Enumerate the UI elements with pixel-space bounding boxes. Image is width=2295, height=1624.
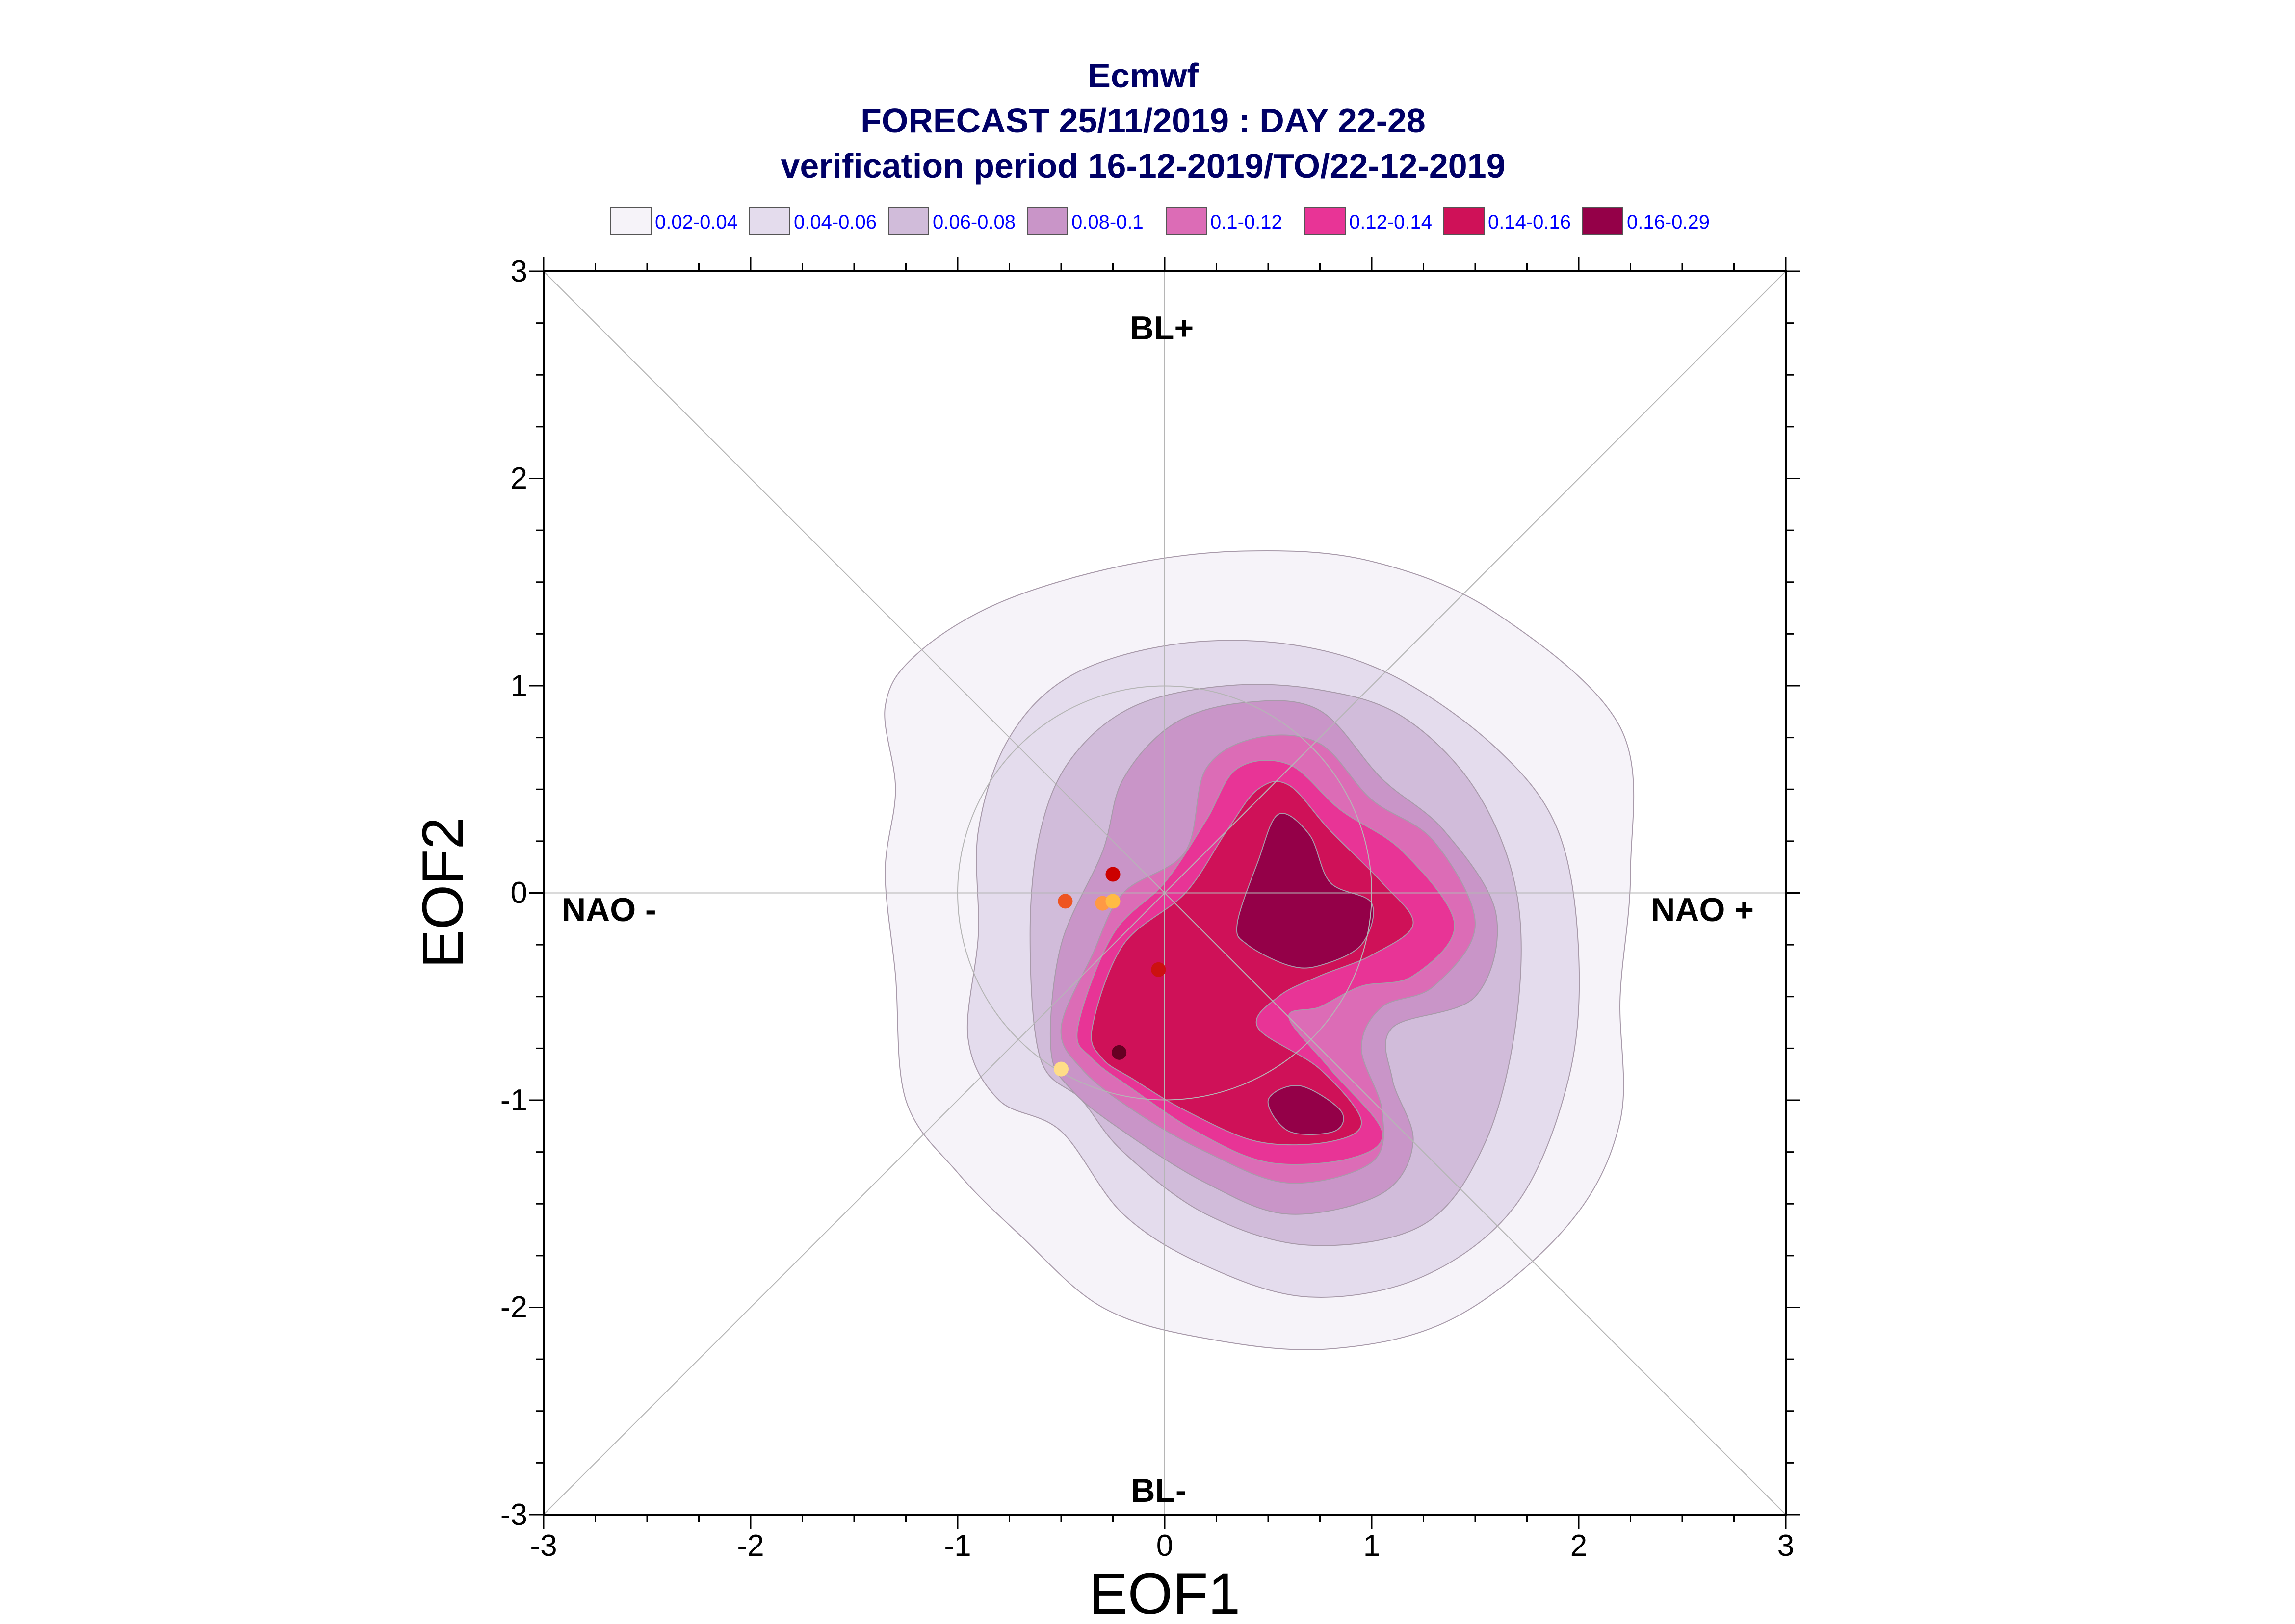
y-tick-label: 1 xyxy=(511,669,527,703)
data-point xyxy=(1105,867,1121,882)
data-point xyxy=(1105,894,1121,909)
data-point xyxy=(1054,1061,1069,1077)
x-tick-labels: -3 -2 -1 0 1 2 3 xyxy=(530,1529,1794,1563)
y-tick-labels: -3 -2 -1 0 1 2 3 xyxy=(500,255,527,1532)
legend-label: 0.16-0.29 xyxy=(1627,211,1710,233)
region-label-nao-minus: NAO - xyxy=(562,891,656,928)
contour-layer xyxy=(884,550,1635,1350)
legend: 0.02-0.04 0.04-0.06 0.06-0.08 0.08-0.1 0.1-0… xyxy=(610,207,1710,235)
y-tick-label: 2 xyxy=(511,462,527,495)
data-point xyxy=(1112,1045,1127,1060)
region-label-bl-minus: BL- xyxy=(1131,1472,1186,1509)
contour-region xyxy=(1267,1084,1344,1135)
data-point xyxy=(1151,962,1166,977)
points-layer xyxy=(1054,867,1166,1077)
legend-label: 0.14-0.16 xyxy=(1488,211,1571,233)
x-tick-label: 3 xyxy=(1777,1529,1794,1563)
unit-circle-guide xyxy=(957,685,1372,1101)
x-tick-label: 1 xyxy=(1363,1529,1380,1563)
legend-swatch xyxy=(749,207,790,235)
legend-label: 0.1-0.12 xyxy=(1210,211,1282,233)
legend-swatch xyxy=(1166,207,1207,235)
region-label-bl-plus: BL+ xyxy=(1130,309,1194,347)
legend-swatch xyxy=(1582,207,1623,235)
contour-region xyxy=(1091,781,1414,1146)
x-tick-label: 2 xyxy=(1570,1529,1587,1563)
y-tick-label: -3 xyxy=(500,1498,527,1532)
x-tick-label: -2 xyxy=(737,1529,764,1563)
title-line-3: verification period 16-12-2019/TO/22-12-… xyxy=(781,147,1505,185)
legend-label: 0.04-0.06 xyxy=(794,211,877,233)
legend-swatch xyxy=(888,207,929,235)
legend-label: 0.06-0.08 xyxy=(933,211,1016,233)
legend-swatch xyxy=(1304,207,1346,235)
y-tick-label: -2 xyxy=(500,1290,527,1324)
y-axis-title: EOF2 xyxy=(411,817,475,968)
data-point xyxy=(1058,894,1073,909)
legend-swatch xyxy=(1027,207,1068,235)
legend-swatch xyxy=(610,207,652,235)
title-line-1: Ecmwf xyxy=(1088,56,1199,95)
x-tick-label: 0 xyxy=(1156,1529,1173,1563)
axis-ticks xyxy=(529,257,1800,1529)
y-tick-label: 3 xyxy=(511,255,527,288)
x-tick-label: -1 xyxy=(944,1529,971,1563)
legend-swatch xyxy=(1443,207,1485,235)
guide-lines xyxy=(543,271,1786,1515)
y-tick-label: 0 xyxy=(511,876,527,910)
title-line-2: FORECAST 25/11/2019 : DAY 22-28 xyxy=(861,102,1426,140)
legend-label: 0.08-0.1 xyxy=(1071,211,1144,233)
legend-label: 0.12-0.14 xyxy=(1349,211,1432,233)
x-tick-label: -3 xyxy=(530,1529,557,1563)
region-label-nao-plus: NAO + xyxy=(1651,891,1754,928)
x-axis-title: EOF1 xyxy=(1089,1562,1240,1624)
y-tick-label: -1 xyxy=(500,1083,527,1117)
contour-region xyxy=(1236,813,1374,969)
chart-title: Ecmwf FORECAST 25/11/2019 : DAY 22-28 ve… xyxy=(781,56,1505,185)
legend-label: 0.02-0.04 xyxy=(655,211,738,233)
